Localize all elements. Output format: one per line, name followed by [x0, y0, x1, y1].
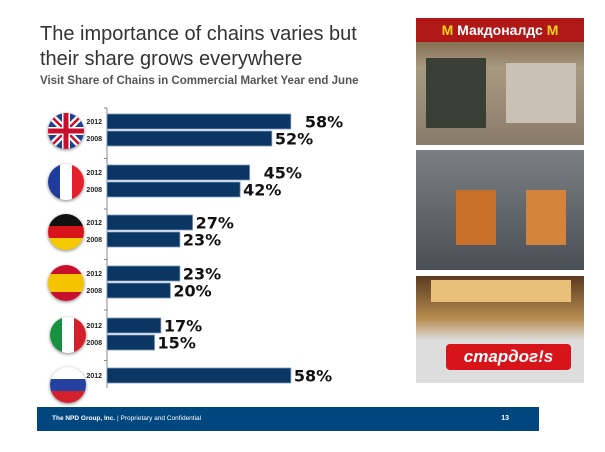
data-label: 52% [275, 130, 313, 149]
bar-russia-2012 [106, 367, 292, 384]
data-label: 20% [173, 282, 211, 301]
data-label: 42% [243, 181, 281, 200]
data-label: 23% [183, 265, 221, 284]
bar-uk-2012 [106, 113, 292, 130]
year-label: 2008 [86, 136, 102, 143]
data-label: 17% [164, 317, 202, 336]
footer-confidential: Proprietary and Confidential [120, 415, 202, 422]
bar-spain-2012 [106, 265, 181, 282]
italy-flag-icon [50, 317, 86, 353]
year-label: 2012 [86, 271, 102, 278]
slide-title: The importance of chains varies but thei… [40, 23, 357, 70]
year-label: 2012 [86, 170, 102, 177]
year-label: 2008 [86, 288, 102, 295]
data-label: 45% [264, 164, 302, 183]
year-label: 2008 [86, 340, 102, 347]
mcdonalds-photo: M Макдоналдс M [416, 18, 584, 145]
germany-flag-icon [48, 214, 84, 250]
year-label: 2012 [86, 323, 102, 330]
bar-france-2012 [106, 164, 251, 181]
bar-germany-2008 [106, 231, 181, 248]
bar-germany-2012 [106, 214, 193, 231]
france-flag-icon [48, 164, 84, 200]
year-label: 2008 [86, 237, 102, 244]
footer: The NPD Group, Inc. | Proprietary and Co… [37, 407, 539, 431]
year-label: 2012 [86, 220, 102, 227]
year-label: 2012 [86, 373, 102, 380]
mcdonalds-sign: Макдоналдс [457, 22, 543, 38]
footer-separator: | [117, 415, 119, 422]
stardogs-photo: стардог!s [416, 276, 584, 383]
page-number: 13 [501, 415, 509, 422]
bar-italy-2008 [106, 334, 155, 351]
bar-spain-2008 [106, 282, 171, 299]
russia-flag-icon [50, 367, 86, 403]
bar-italy-2012 [106, 317, 162, 334]
restaurant-photo [416, 150, 584, 270]
data-label: 58% [294, 367, 332, 386]
stardogs-sign: стардог!s [446, 344, 571, 370]
bar-france-2008 [106, 181, 241, 198]
data-label: 58% [305, 113, 343, 132]
chart-subtitle: Visit Share of Chains in Commercial Mark… [40, 75, 359, 87]
data-label: 27% [196, 214, 234, 233]
bar-uk-2008 [106, 130, 273, 147]
spain-flag-icon [48, 265, 84, 301]
year-label: 2008 [86, 187, 102, 194]
footer-company: The NPD Group, Inc. [52, 415, 116, 422]
year-label: 2012 [86, 119, 102, 126]
data-label: 15% [158, 334, 196, 353]
data-label: 23% [183, 231, 221, 250]
